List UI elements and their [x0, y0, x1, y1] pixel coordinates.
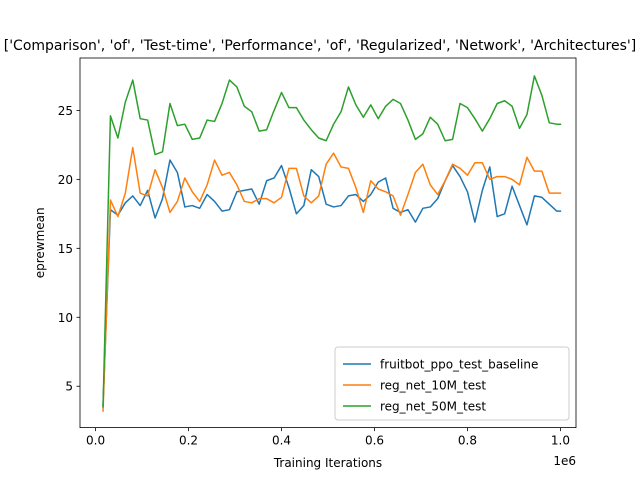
y-axis-title: eprewmean	[33, 207, 47, 278]
x-tick-label: 0.0	[86, 434, 105, 448]
y-tick-label: 10	[58, 311, 73, 325]
series-layer	[102, 75, 562, 412]
y-tick-label: 15	[58, 242, 73, 256]
series-line-reg_net_10M_test	[102, 146, 562, 412]
legend-label-fruitbot_ppo_test_baseline: fruitbot_ppo_test_baseline	[380, 358, 538, 372]
series-line-reg_net_50M_test	[102, 75, 562, 408]
x-tick-label: 0.8	[458, 434, 477, 448]
legend-label-reg_net_10M_test: reg_net_10M_test	[380, 379, 486, 393]
legend-label-reg_net_50M_test: reg_net_50M_test	[380, 400, 486, 414]
x-tick-label: 1.0	[551, 434, 570, 448]
chart-title: ['Comparison', 'of', 'Test-time', 'Perfo…	[4, 38, 636, 54]
legend-frame	[334, 346, 570, 421]
x-tick-label: 0.4	[272, 434, 291, 448]
legend: fruitbot_ppo_test_baseline reg_net_10M_te…	[334, 346, 570, 421]
x-axis: 0.0 0.2 0.4 0.6 0.8 1.0	[86, 427, 570, 448]
y-tick-label: 20	[58, 173, 73, 187]
x-tick-label: 0.6	[365, 434, 384, 448]
x-axis-title: Training Iterations	[273, 456, 382, 470]
plot-frame	[79, 57, 577, 429]
y-tick-label: 25	[58, 104, 73, 118]
x-tick-label: 0.2	[179, 434, 198, 448]
y-tick-label: 5	[65, 380, 73, 394]
x-axis-offset-label: 1e6	[553, 454, 576, 468]
y-axis: 5 10 15 20 25	[58, 104, 80, 394]
